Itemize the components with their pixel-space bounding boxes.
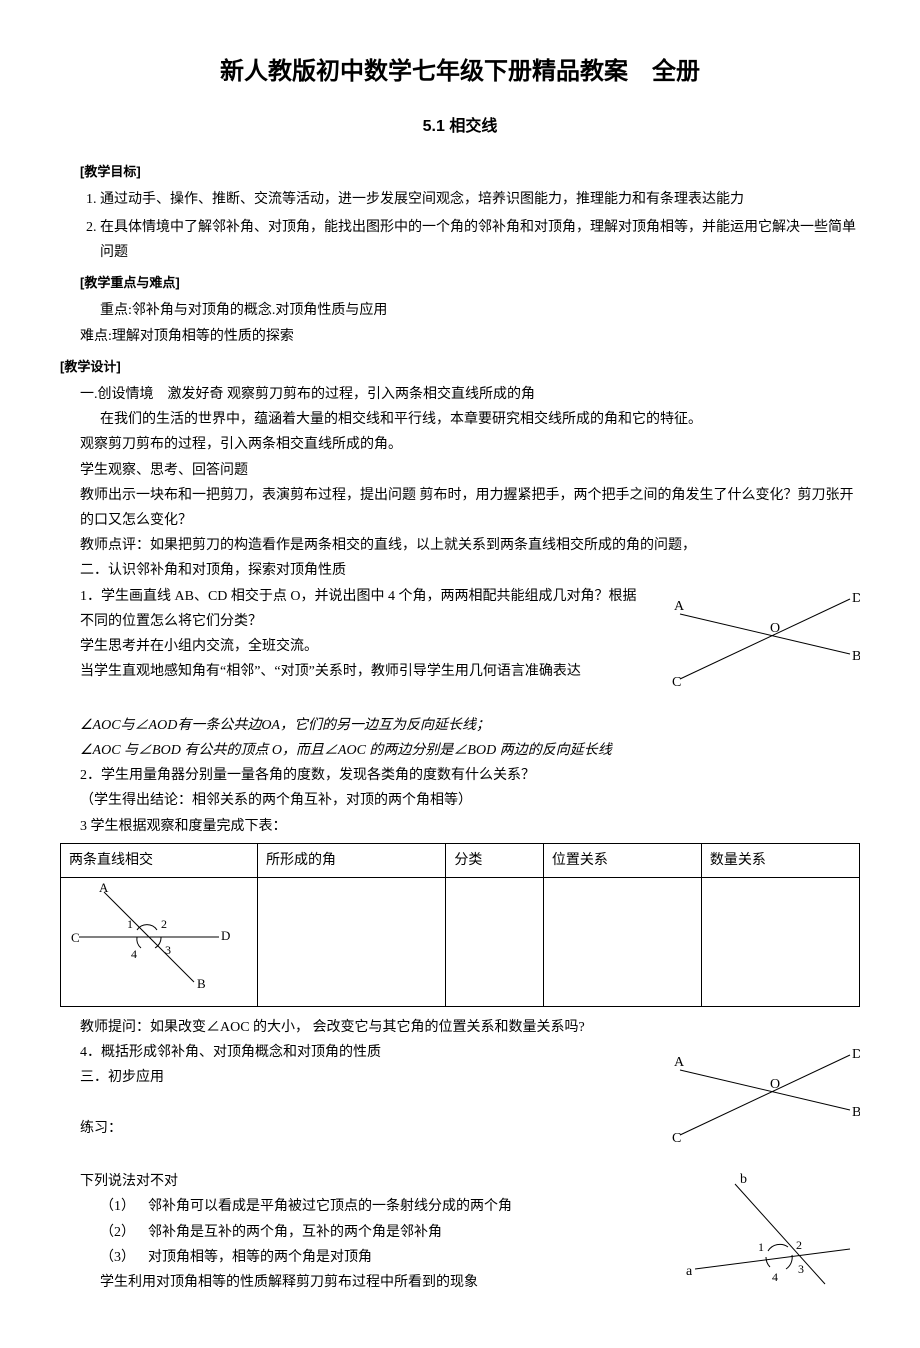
design-p2: 观察剪刀剪布的过程，引入两条相交直线所成的角。 xyxy=(80,432,860,457)
observation-table: 两条直线相交 所形成的角 分类 位置关系 数量关系 A B C D 1 2 3 … xyxy=(60,843,860,1007)
label-3: 3 xyxy=(798,1262,804,1276)
design-heading: [教学设计] xyxy=(60,355,860,378)
section-number: 5.1 相交线 xyxy=(60,113,860,142)
difficulty-point: 难点:理解对顶角相等的性质的探索 xyxy=(80,324,860,349)
design-p1: 在我们的生活的世界中，蕴涵着大量的相交线和平行线，本章要研究相交线所成的角和它的… xyxy=(100,407,860,432)
th-col2: 所形成的角 xyxy=(258,843,446,877)
label-C: C xyxy=(672,1131,681,1146)
key-label: 重点: xyxy=(100,303,132,318)
table-cell-empty xyxy=(701,877,859,1006)
design-p10: 2．学生用量角器分别量一量各角的度数，发现各类角的度数有什么关系？ xyxy=(80,763,860,788)
th-col3: 分类 xyxy=(446,843,543,877)
figure-cross-2: A D C B O xyxy=(660,1040,860,1159)
figure-cross-1: A D C B O xyxy=(660,584,860,703)
table-fig-cell: A B C D 1 2 3 4 xyxy=(61,877,258,1006)
th-col5: 数量关系 xyxy=(701,843,859,877)
th-col4: 位置关系 xyxy=(543,843,701,877)
label-A: A xyxy=(99,882,109,895)
label-B: B xyxy=(852,1105,860,1120)
objective-item: 在具体情境中了解邻补角、对顶角，能找出图形中的一个角的邻补角和对顶角，理解对顶角… xyxy=(100,215,860,265)
label-a: a xyxy=(686,1264,693,1279)
label-B: B xyxy=(852,649,860,664)
label-D: D xyxy=(221,928,230,943)
label-1: 1 xyxy=(758,1240,764,1254)
design-p4: 教师出示一块布和一把剪刀，表演剪布过程，提出问题 剪布时，用力握紧把手，两个把手… xyxy=(80,483,860,533)
label-D: D xyxy=(852,1047,860,1062)
objectives-list: 通过动手、操作、推断、交流等活动，进一步发展空间观念，培养识图能力，推理能力和有… xyxy=(80,187,860,265)
design-p5: 教师点评：如果把剪刀的构造看作是两条相交的直线，以上就关系到两条直线相交所成的角… xyxy=(80,533,860,558)
diff-text: 理解对顶角相等的性质的探索 xyxy=(112,329,294,344)
p9b-text: ∠AOC 与∠BOD 有公共的顶点 O，而且∠AOC 的两边分别是∠BOD 两边… xyxy=(80,743,612,758)
diff-label: 难点: xyxy=(80,329,112,344)
label-D: D xyxy=(852,591,860,606)
focus-heading: [教学重点与难点] xyxy=(80,271,860,294)
label-4: 4 xyxy=(131,947,137,961)
objective-item: 通过动手、操作、推断、交流等活动，进一步发展空间观念，培养识图能力，推理能力和有… xyxy=(100,187,860,212)
design-p9a: ∠AOC与∠AOD有一条公共边OA，它们的另一边互为反向延长线； xyxy=(80,713,860,738)
part1-title: 一.创设情境 激发好奇 观察剪刀剪布的过程，引入两条相交直线所成的角 xyxy=(80,382,860,407)
design-p9b: ∠AOC 与∠BOD 有公共的顶点 O，而且∠AOC 的两边分别是∠BOD 两边… xyxy=(80,738,860,763)
design-p13: 教师提问：如果改变∠AOC 的大小， 会改变它与其它角的位置关系和数量关系吗? xyxy=(80,1015,860,1040)
label-2: 2 xyxy=(796,1238,802,1252)
table-cell-empty xyxy=(258,877,446,1006)
key-text: 邻补角与对顶角的概念.对顶角性质与应用 xyxy=(132,303,388,318)
table-row: A B C D 1 2 3 4 xyxy=(61,877,860,1006)
label-O: O xyxy=(770,1077,780,1092)
label-3: 3 xyxy=(165,943,171,957)
label-A: A xyxy=(674,599,685,614)
table-cell-empty xyxy=(446,877,543,1006)
stmt-num: （3） xyxy=(100,1245,148,1270)
design-p3: 学生观察、思考、回答问题 xyxy=(80,458,860,483)
label-O: O xyxy=(770,621,780,636)
key-point: 重点:邻补角与对顶角的概念.对顶角性质与应用 xyxy=(100,298,860,323)
label-b: b xyxy=(740,1172,747,1187)
stmt-text: 邻补角是互补的两个角，互补的两个角是邻补角 xyxy=(148,1225,442,1240)
objectives-heading: [教学目标] xyxy=(80,160,860,183)
label-B: B xyxy=(197,976,206,991)
stmt-text: 邻补角可以看成是平角被过它顶点的一条射线分成的两个角 xyxy=(148,1199,512,1214)
label-2: 2 xyxy=(161,917,167,931)
stmt-num: （1） xyxy=(100,1194,148,1219)
part2-title: 二．认识邻补角和对顶角，探索对顶角性质 xyxy=(80,558,860,583)
label-C: C xyxy=(672,675,681,690)
figure-ab-cross: a b 1 2 3 4 xyxy=(680,1169,860,1298)
page-title: 新人教版初中数学七年级下册精品教案 全册 xyxy=(60,50,860,93)
table-cell-empty xyxy=(543,877,701,1006)
design-p11: （学生得出结论：相邻关系的两个角互补，对顶的两个角相等） xyxy=(80,788,860,813)
design-p12: 3 学生根据观察和度量完成下表： xyxy=(80,814,860,839)
label-1: 1 xyxy=(127,917,133,931)
th-col1: 两条直线相交 xyxy=(61,843,258,877)
stmt-num: （2） xyxy=(100,1220,148,1245)
label-A: A xyxy=(674,1055,685,1070)
label-C: C xyxy=(71,930,80,945)
label-4: 4 xyxy=(772,1270,778,1284)
stmt-text: 对顶角相等，相等的两个角是对顶角 xyxy=(148,1250,372,1265)
table-header-row: 两条直线相交 所形成的角 分类 位置关系 数量关系 xyxy=(61,843,860,877)
